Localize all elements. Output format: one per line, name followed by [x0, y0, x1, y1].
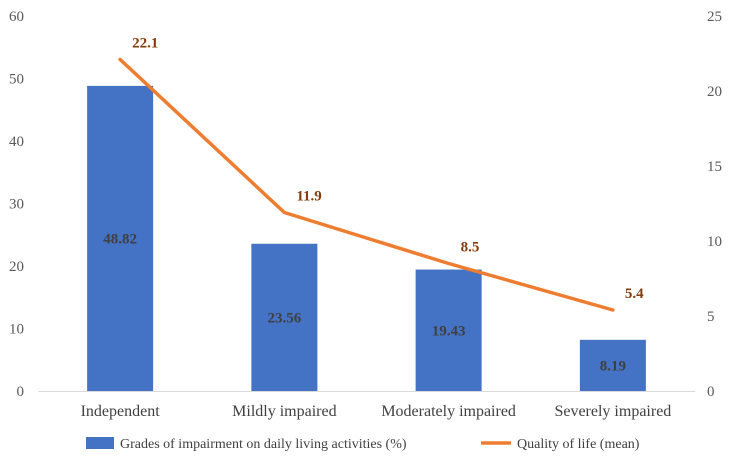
legend-swatch-bar: [86, 437, 114, 449]
y-left-tick-label: 0: [17, 384, 25, 400]
y-right-tick-label: 20: [707, 84, 722, 100]
bar: [415, 269, 482, 391]
y-left-tick-label: 10: [9, 322, 24, 338]
y-right-tick-label: 10: [707, 234, 722, 250]
bar-data-label: 23.56: [268, 310, 302, 326]
bar-data-label: 8.19: [600, 358, 626, 374]
legend-label-bar: Grades of impairment on daily living act…: [120, 437, 407, 452]
bar-data-label: 48.82: [103, 231, 137, 247]
line-series: 22.1 11.9 8.5 5.4: [118, 36, 644, 312]
line-data-label: 5.4: [625, 286, 644, 302]
y-right-tick-label: 15: [707, 159, 722, 175]
line-data-label: 8.5: [461, 240, 480, 256]
bar-data-label: 19.43: [432, 323, 466, 339]
x-category-label: Moderately impaired: [381, 403, 516, 420]
axes: 0 10 20 30 40 50 60 0 5 10 15 20 25 Independent Mildly…: [9, 9, 722, 420]
bar: [579, 339, 646, 391]
bar: [251, 243, 318, 391]
y-left-tick-label: 40: [9, 134, 24, 150]
bar-series: 48.82 23.56 19.43 8.19: [87, 85, 646, 391]
y-left-tick-label: 30: [9, 197, 24, 213]
line-data-label: 22.1: [132, 36, 158, 52]
x-category-label: Independent: [81, 403, 161, 420]
legend-label-line: Quality of life (mean): [517, 437, 640, 452]
bar: [87, 85, 154, 391]
x-category-label: Mildly impaired: [232, 403, 336, 420]
quality-of-life-line: [118, 57, 615, 312]
y-right-tick-label: 5: [707, 309, 715, 325]
y-left-tick-label: 60: [9, 9, 24, 25]
y-left-tick-label: 20: [9, 259, 24, 275]
line-data-label: 11.9: [296, 189, 321, 205]
y-left-tick-label: 50: [9, 72, 24, 88]
x-category-label: Severely impaired: [554, 403, 671, 420]
y-right-tick-label: 0: [707, 384, 715, 400]
y-right-tick-label: 25: [707, 9, 722, 25]
legend: Grades of impairment on daily living act…: [86, 437, 640, 452]
